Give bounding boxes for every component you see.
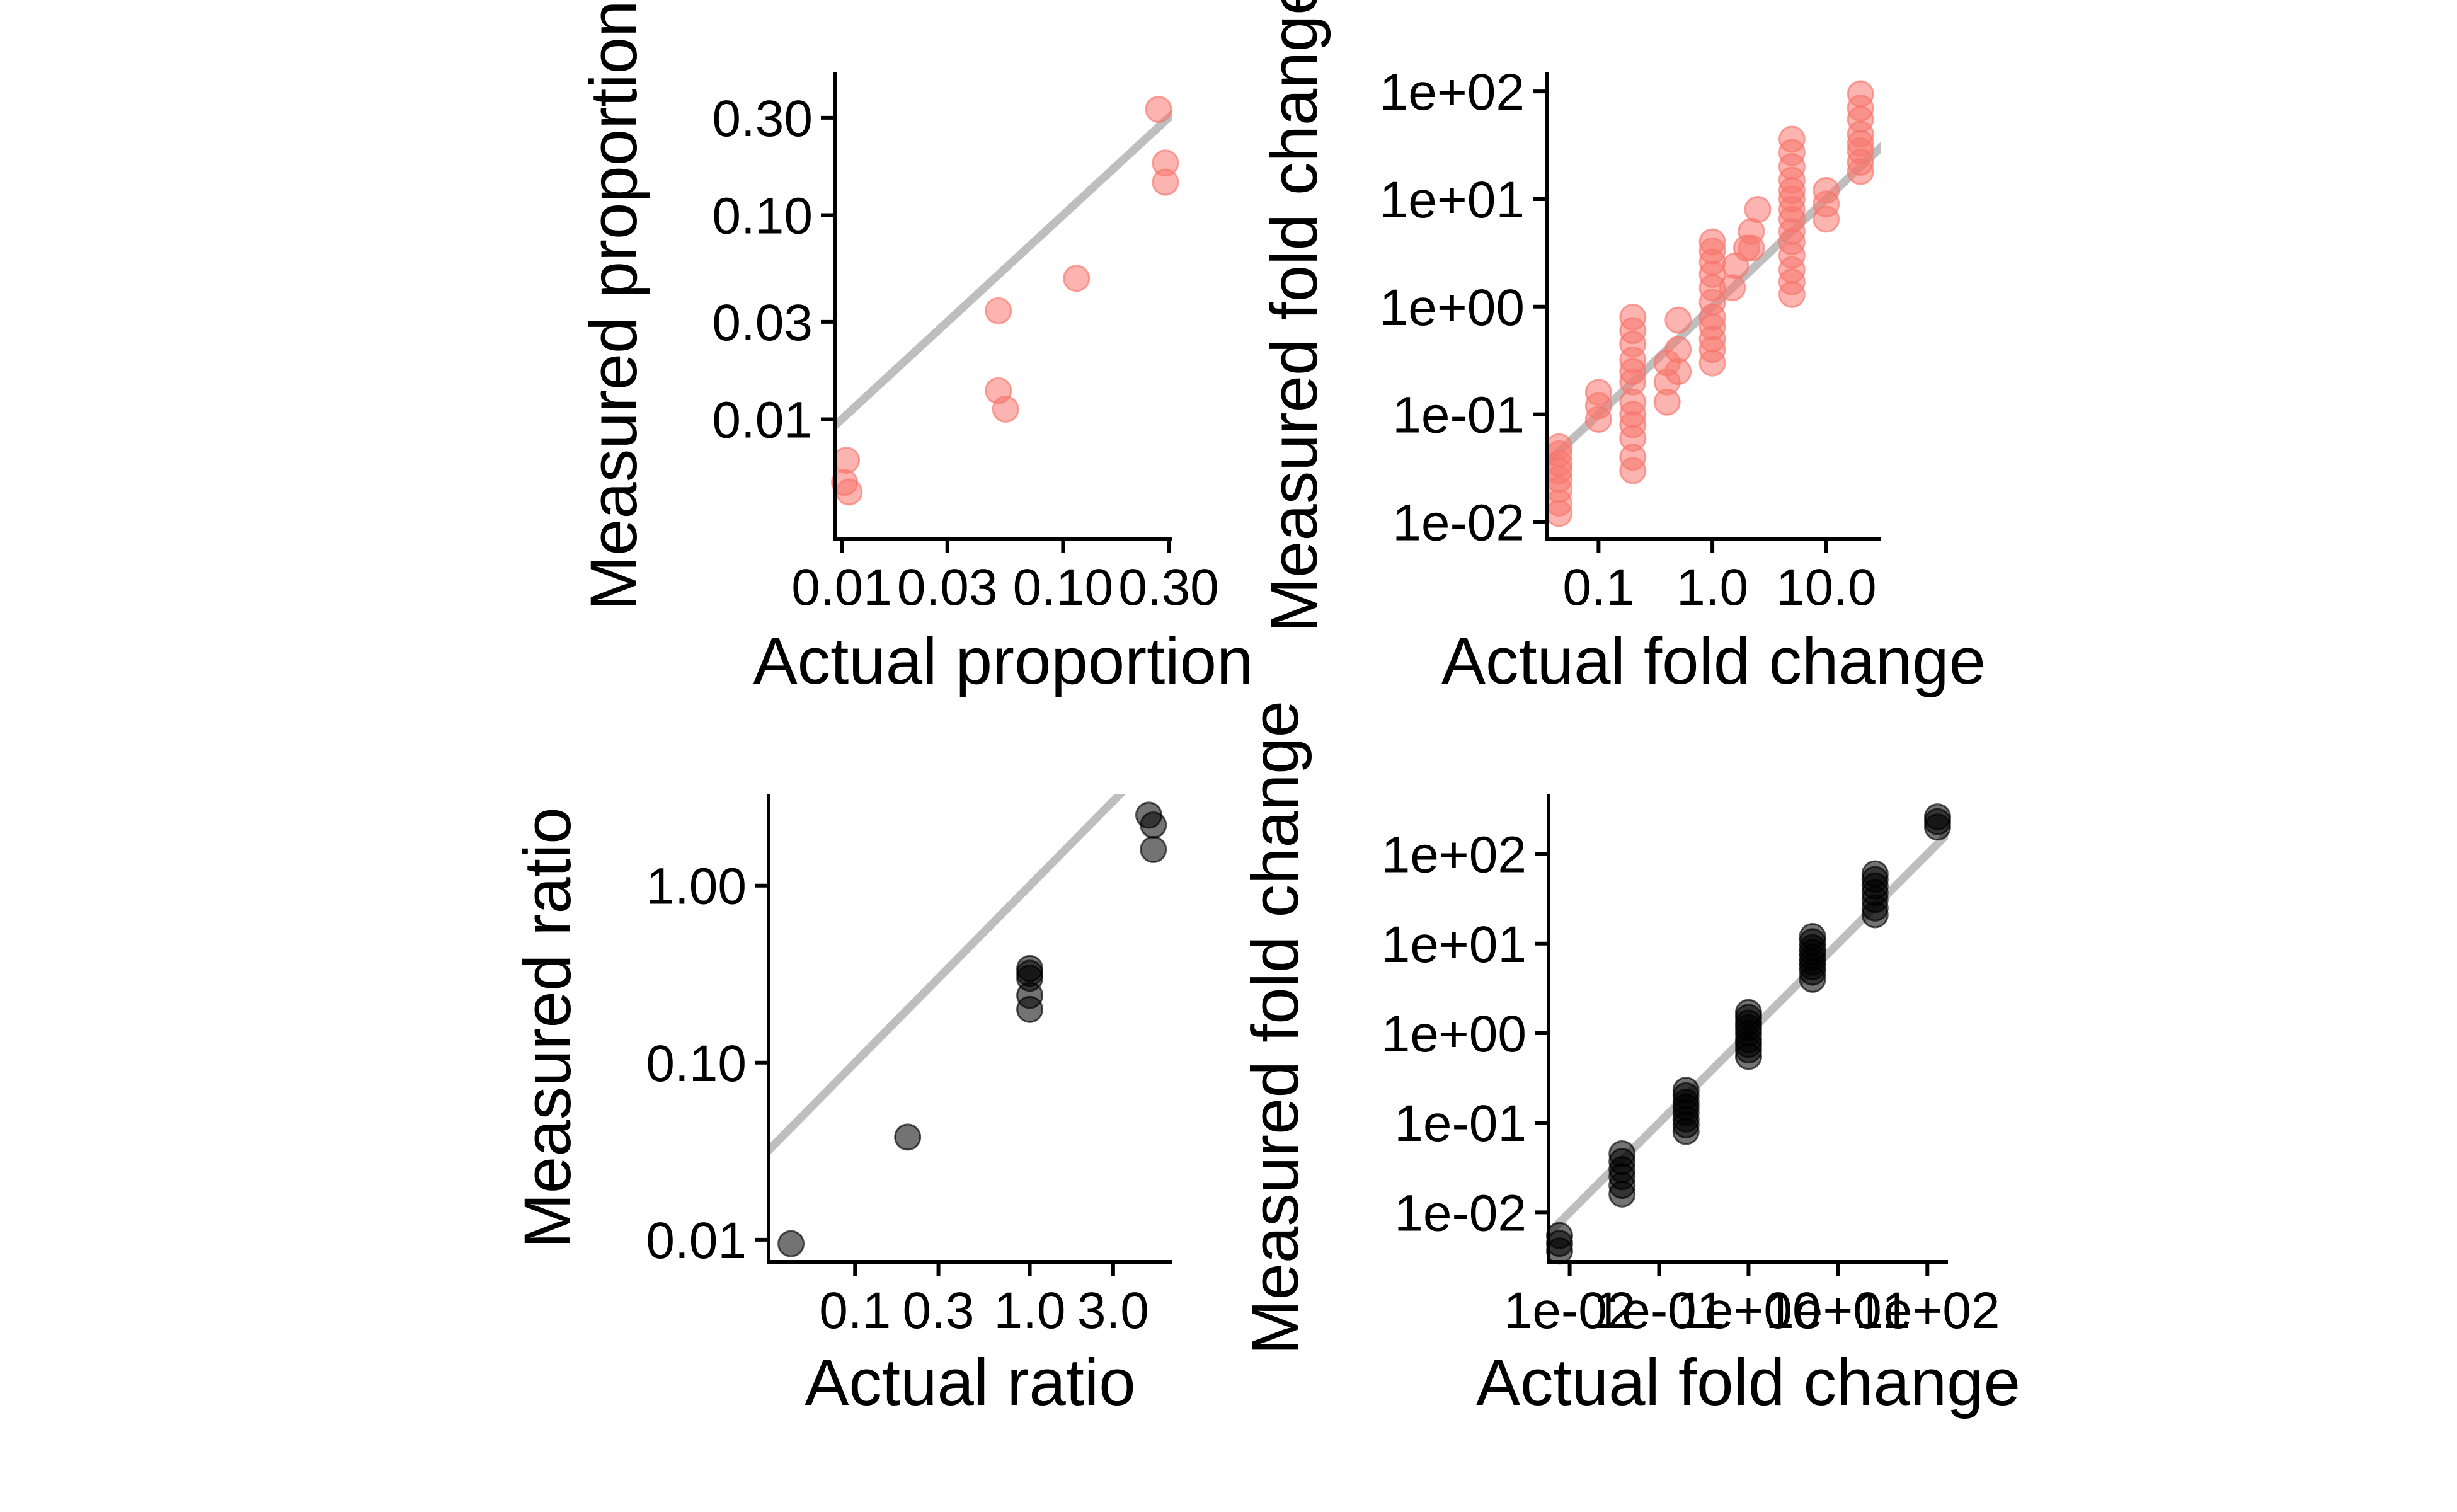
data-point <box>1847 80 1874 108</box>
y-tick-label: 1e+02 <box>1382 827 1526 884</box>
y-tick-label: 0.30 <box>712 90 813 147</box>
y-tick-label: 1e+02 <box>1380 64 1525 121</box>
data-point <box>1813 176 1840 204</box>
y-tick-label: 1e+01 <box>1380 171 1525 229</box>
y-tick-label: 1e+00 <box>1382 1005 1526 1063</box>
y-tick-label: 0.10 <box>712 187 813 244</box>
x-tick-label: 1.0 <box>1676 559 1748 616</box>
data-point <box>1923 803 1951 831</box>
x-tick-label: 0.3 <box>903 1282 975 1339</box>
data-point <box>1584 379 1612 406</box>
data-point <box>1140 811 1167 839</box>
y-tick-label: 1e-02 <box>1394 1184 1526 1242</box>
data-point <box>833 446 861 474</box>
data-point <box>1734 999 1762 1026</box>
y-tick-label: 1e+00 <box>1380 279 1525 336</box>
data-point <box>992 396 1019 423</box>
x-axis-title: Actual ratio <box>805 1346 1135 1419</box>
data-point <box>835 478 863 506</box>
points <box>777 801 1167 1257</box>
data-point <box>1145 95 1172 123</box>
data-point <box>777 1230 805 1257</box>
x-tick-label: 1e+00 <box>1676 1282 1821 1339</box>
y-tick-label: 0.03 <box>712 294 813 352</box>
x-axis-title: Actual fold change <box>1441 624 1986 698</box>
x-tick-label: 0.1 <box>819 1282 891 1339</box>
y-tick-label: 1e+01 <box>1382 916 1526 973</box>
reference-line <box>835 109 1172 432</box>
y-axis-title: Measured ratio <box>511 807 585 1248</box>
points <box>1545 803 1951 1265</box>
y-axis-title: Measured fold change <box>1239 701 1312 1355</box>
x-tick-label: 3.0 <box>1077 1282 1149 1339</box>
x-tick-label: 0.03 <box>897 559 998 616</box>
data-point <box>1672 1077 1700 1104</box>
data-point <box>1016 995 1044 1023</box>
panel-d: 1e-021e-011e+001e+011e+021e-021e-011e+00… <box>1239 701 2020 1419</box>
data-point <box>1664 306 1692 334</box>
y-tick-label: 0.01 <box>646 1212 747 1269</box>
data-point <box>1664 336 1692 364</box>
data-point <box>1698 228 1726 256</box>
x-tick-label: 0.10 <box>1013 559 1114 616</box>
points <box>831 95 1179 506</box>
data-point <box>1778 125 1806 153</box>
data-point <box>1799 923 1826 951</box>
x-tick-label: 10.0 <box>1776 559 1877 616</box>
reference-line <box>769 794 1126 1157</box>
x-tick-label: 1e-02 <box>1504 1282 1636 1339</box>
data-point <box>1861 860 1889 888</box>
y-tick-label: 1.00 <box>646 858 747 915</box>
x-axis-title: Actual proportion <box>753 624 1254 698</box>
data-point <box>1744 196 1772 224</box>
data-point <box>1738 234 1765 262</box>
data-point <box>894 1123 922 1151</box>
x-tick-label: 1e+02 <box>1855 1282 2000 1339</box>
data-point <box>1608 1140 1636 1167</box>
x-tick-label: 0.1 <box>1562 559 1634 616</box>
x-tick-label: 0.30 <box>1118 559 1219 616</box>
data-point <box>1545 1222 1573 1249</box>
y-tick-label: 1e-02 <box>1392 495 1525 552</box>
data-point <box>985 297 1012 324</box>
data-point <box>1545 433 1573 461</box>
x-tick-label: 0.01 <box>791 559 892 616</box>
data-point <box>1063 265 1091 292</box>
y-tick-label: 0.01 <box>712 391 813 449</box>
panel-b: 1e-02 1e-01 1e+00 1e+01 1e+02 0.1 1.0 10.0 Actua… <box>1257 0 1986 698</box>
y-axis-title: Measured proportion <box>577 1 651 611</box>
data-point <box>1619 303 1647 331</box>
y-axis-title: Measured fold change <box>1257 0 1331 633</box>
data-point <box>1140 835 1167 863</box>
y-tick-label: 1e-01 <box>1394 1095 1526 1152</box>
data-point <box>1152 168 1179 196</box>
panel-c: 0.01 0.10 1.00 0.1 0.3 1.0 3.0 Actual ratio Meas… <box>511 794 1172 1419</box>
y-tick-label: 1e-01 <box>1392 387 1525 444</box>
x-tick-label: 1.0 <box>994 1282 1066 1339</box>
points <box>1545 80 1874 527</box>
x-tick-label: 1e+01 <box>1765 1282 1910 1339</box>
x-axis-title: Actual fold change <box>1476 1346 2020 1419</box>
x-tick-label: 1e-01 <box>1593 1282 1726 1339</box>
y-tick-label: 0.10 <box>646 1035 747 1092</box>
